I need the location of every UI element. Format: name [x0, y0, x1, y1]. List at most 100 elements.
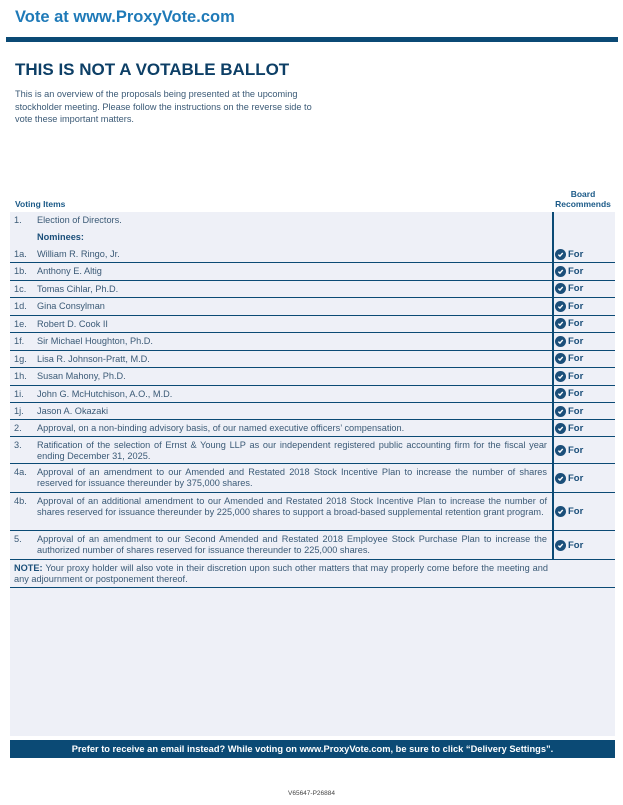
item-number: 1a.	[14, 249, 27, 259]
board-recommends-header: Board Recommends	[555, 189, 611, 209]
note-row: NOTE: Your proxy holder will also vote i…	[10, 560, 615, 588]
item-number: 1d.	[14, 301, 27, 311]
item-description: Approval of an amendment to our Second A…	[37, 534, 547, 555]
check-circle-icon	[555, 472, 566, 484]
check-circle-icon	[555, 444, 566, 456]
column-divider	[552, 212, 554, 560]
item-number: 1i.	[14, 388, 24, 399]
document-code: V65647-P26884	[288, 790, 335, 797]
delivery-settings-banner: Prefer to receive an email instead? Whil…	[10, 740, 615, 758]
item-number: 5.	[14, 534, 22, 544]
item-description: Approval of an additional amendment to o…	[37, 496, 547, 517]
table-row: 4a. Approval of an amendment to our Amen…	[10, 464, 615, 493]
item-description: Approval of an amendment to our Amended …	[37, 467, 547, 488]
recommendation-label: For	[568, 422, 584, 434]
table-row: 1f. Sir Michael Houghton, Ph.D. For	[10, 333, 615, 351]
note-text: NOTE: Your proxy holder will also vote i…	[14, 563, 548, 584]
recommendation: For	[555, 472, 584, 484]
item-description: Jason A. Okazaki	[37, 406, 108, 416]
table-row: 5. Approval of an amendment to our Secon…	[10, 531, 615, 560]
recommendation-label: For	[568, 370, 584, 382]
recommendation: For	[555, 405, 584, 417]
recommendation-label: For	[568, 539, 584, 551]
table-row: 3. Ratification of the selection of Erns…	[10, 437, 615, 464]
table-row: 2. Approval, on a non-binding advisory b…	[10, 420, 615, 437]
table-row: 1a. William R. Ringo, Jr. For	[10, 246, 615, 263]
recommendation: For	[555, 300, 584, 312]
item-description: Ratification of the selection of Ernst &…	[37, 440, 547, 461]
check-circle-icon	[555, 353, 566, 365]
item-number: 1h.	[14, 371, 27, 381]
check-circle-icon	[555, 422, 566, 434]
recommendation: For	[555, 248, 584, 260]
item-description: Approval, on a non-binding advisory basi…	[37, 423, 405, 433]
note-label: NOTE:	[14, 563, 43, 573]
recommendation: For	[555, 444, 584, 456]
recommendation: For	[555, 370, 584, 382]
recommendation-label: For	[568, 248, 584, 260]
item-number: 1f.	[14, 336, 25, 346]
voting-items-header: Voting Items	[15, 199, 66, 209]
table-row: 1d. Gina Consylman For	[10, 298, 615, 316]
item-description: Tomas Cihlar, Ph.D.	[37, 283, 119, 294]
recommendation-label: For	[568, 353, 584, 365]
item-number: 4a.	[14, 467, 27, 477]
check-circle-icon	[555, 539, 566, 551]
recommendation: For	[555, 422, 584, 434]
intro-text: This is an overview of the proposals bei…	[15, 89, 312, 124]
table-row: 4b. Approval of an additional amendment …	[10, 493, 615, 531]
recommendation-label: For	[568, 265, 584, 277]
recommendation: For	[555, 506, 583, 517]
table-row: 1. Election of Directors.	[10, 212, 615, 229]
recommendation: For	[555, 318, 584, 330]
table-row: 1g. Lisa R. Johnson-Pratt, M.D. For	[10, 351, 615, 368]
recommendation: For	[555, 539, 584, 551]
page-title: THIS IS NOT A VOTABLE BALLOT	[15, 60, 290, 79]
recommendation-label: For	[568, 405, 584, 417]
check-circle-icon	[555, 506, 566, 517]
item-description: Election of Directors.	[37, 215, 122, 225]
header-divider	[6, 37, 618, 42]
item-number: 1.	[14, 215, 22, 225]
table-row: 1e. Robert D. Cook II For	[10, 316, 615, 333]
table-row: 1i. John G. McHutchison, A.O., M.D. For	[10, 386, 615, 403]
item-number: 1g.	[14, 353, 27, 364]
recommendation-label: For	[568, 283, 584, 295]
check-circle-icon	[555, 318, 566, 330]
recommendation-label: For	[568, 444, 584, 456]
item-number: 1j.	[14, 406, 24, 416]
recommendation: For	[555, 283, 584, 295]
recommendation-label: For	[568, 388, 584, 400]
item-description: Gina Consylman	[37, 301, 105, 311]
recommendation-label: For	[568, 506, 584, 517]
recommendation: For	[555, 388, 584, 400]
item-number: 1c.	[14, 283, 27, 294]
table-row: 1c. Tomas Cihlar, Ph.D. For	[10, 281, 615, 298]
table-row: 1j. Jason A. Okazaki For	[10, 403, 615, 420]
item-number: 3.	[14, 440, 22, 450]
proxyvote-header: Vote at www.ProxyVote.com	[15, 8, 235, 26]
recommendation-label: For	[568, 318, 584, 330]
recommendation: For	[555, 265, 584, 277]
item-number: 1b.	[14, 266, 27, 276]
recommendation: For	[555, 335, 584, 347]
recommendation-label: For	[568, 300, 584, 312]
table-row: Nominees:	[10, 229, 615, 246]
recommendation-label: For	[568, 472, 584, 484]
item-description: Susan Mahony, Ph.D.	[37, 371, 126, 381]
check-circle-icon	[555, 405, 566, 417]
item-description: Anthony E. Altig	[37, 266, 102, 276]
table-row: 1h. Susan Mahony, Ph.D. For	[10, 368, 615, 386]
check-circle-icon	[555, 388, 566, 400]
item-description: William R. Ringo, Jr.	[37, 249, 120, 259]
item-number: 2.	[14, 423, 22, 433]
table-row: 1b. Anthony E. Altig For	[10, 263, 615, 281]
item-description: Sir Michael Houghton, Ph.D.	[37, 336, 153, 346]
recommendation: For	[555, 353, 584, 365]
check-circle-icon	[555, 370, 566, 382]
recommendation-label: For	[568, 335, 584, 347]
item-description: Nominees:	[37, 232, 84, 242]
check-circle-icon	[555, 248, 566, 260]
check-circle-icon	[555, 335, 566, 347]
